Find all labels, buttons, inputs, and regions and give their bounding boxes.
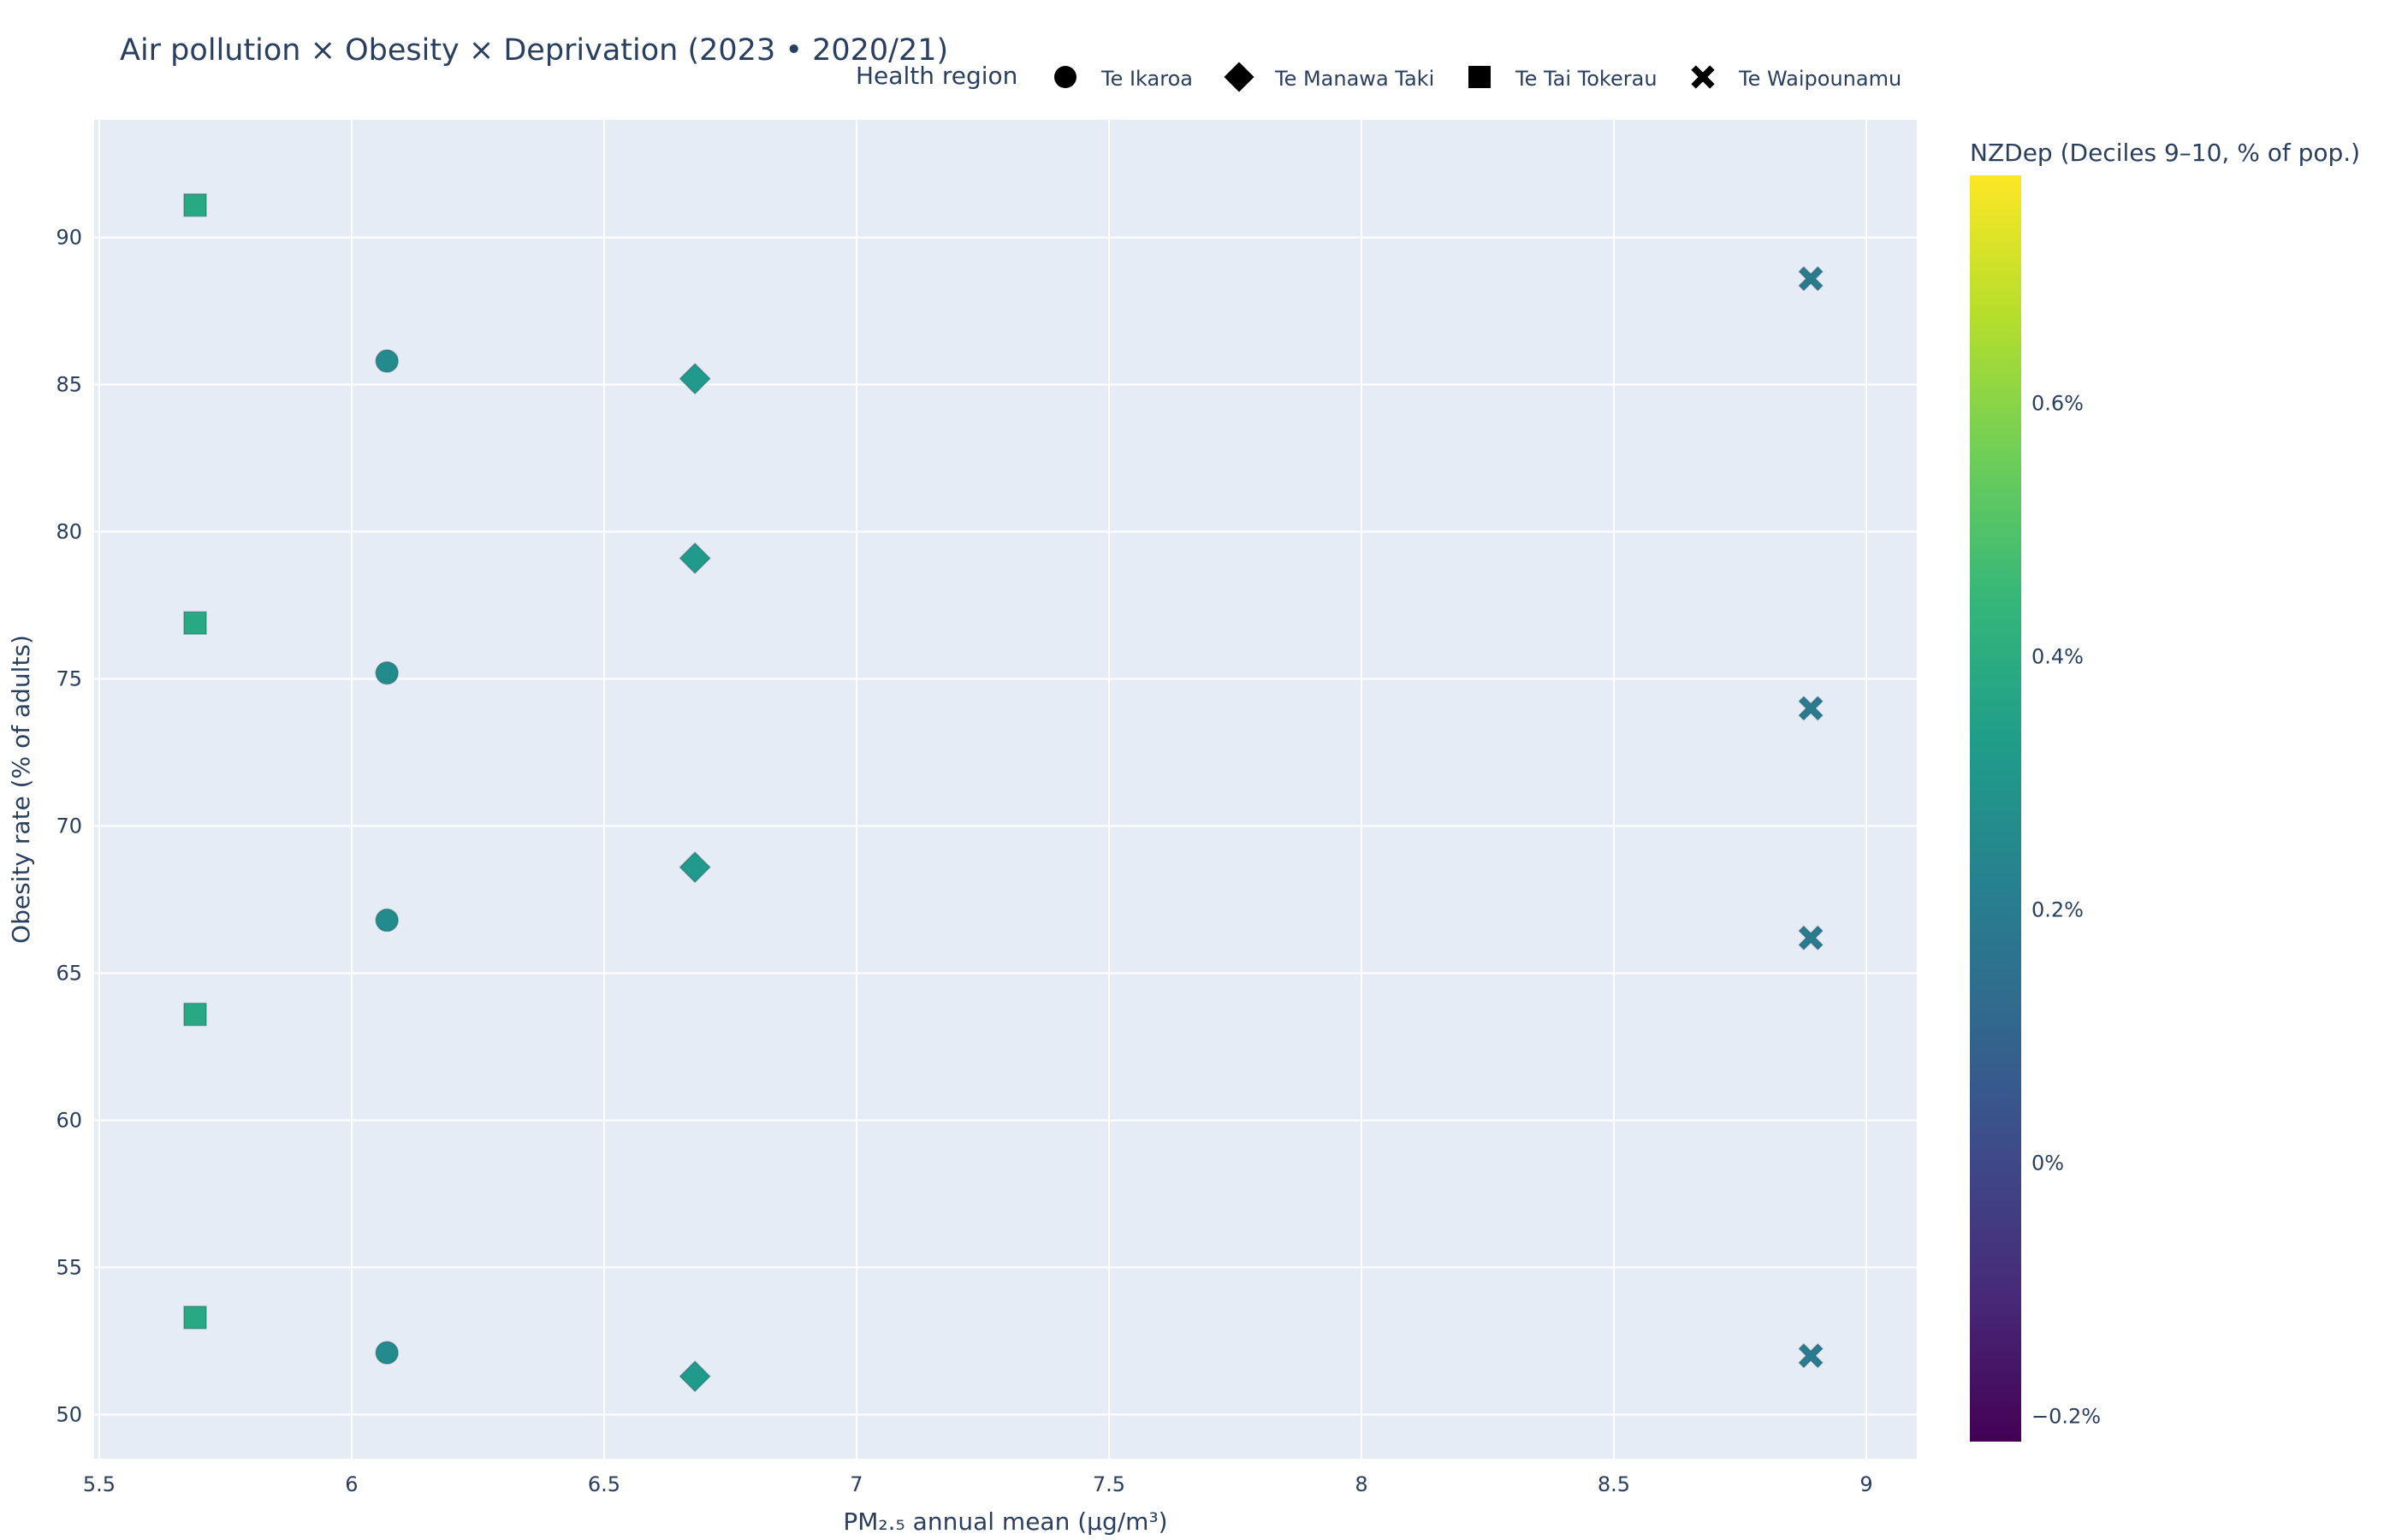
point-te-ikaroa[interactable]: [375, 908, 399, 933]
legend-title: Health region: [856, 62, 1017, 90]
y-tick-label: 70: [56, 814, 82, 838]
point-te-waipounamu[interactable]: [1798, 266, 1824, 292]
x-tick-label: 7: [850, 1472, 863, 1496]
x-tick-label: 7.5: [1093, 1472, 1125, 1496]
point-te-waipounamu[interactable]: [1798, 1342, 1824, 1369]
legend-label: Te Manawa Taki: [1274, 67, 1434, 91]
point-te-manawa-taki[interactable]: [679, 542, 711, 575]
chart-title: Air pollution × Obesity × Deprivation (2…: [120, 33, 948, 68]
legend-item-te-tai-tokerau[interactable]: Te Tai Tokerau: [1468, 66, 1658, 91]
legend-item-te-manawa-taki[interactable]: Te Manawa Taki: [1224, 62, 1434, 92]
point-te-manawa-taki[interactable]: [679, 363, 711, 395]
legend[interactable]: Health region Te Ikaroa Te Manawa Taki Te …: [856, 62, 1901, 92]
legend-circle-icon: [1054, 66, 1076, 88]
colorbar-tick-label: 0%: [2031, 1151, 2064, 1175]
point-te-manawa-taki[interactable]: [679, 1360, 711, 1393]
point-te-tai-tokerau[interactable]: [183, 611, 207, 635]
legend-square-icon: [1468, 66, 1491, 88]
colorbar-tick-label: 0.4%: [2031, 644, 2084, 668]
legend-x-icon: [1691, 65, 1715, 89]
point-te-manawa-taki[interactable]: [679, 851, 711, 884]
colorbar-tick-label: −0.2%: [2031, 1404, 2101, 1428]
x-tick-label: 8: [1355, 1472, 1367, 1496]
legend-label: Te Ikaroa: [1100, 67, 1193, 91]
colorbar-gradient: [1970, 175, 2021, 1442]
colorbar-tick-label: 0.6%: [2031, 391, 2084, 415]
data-points[interactable]: [183, 192, 1824, 1393]
x-tick-label: 6.5: [588, 1472, 620, 1496]
y-tick-label: 55: [56, 1255, 82, 1279]
x-axis-title: PM₂.₅ annual mean (µg/m³): [843, 1507, 1167, 1536]
gridlines: [94, 120, 1917, 1459]
x-tick-label: 8.5: [1598, 1472, 1630, 1496]
point-te-tai-tokerau[interactable]: [183, 1002, 207, 1027]
x-axis-ticks: 5.5 6 6.5 7 7.5 8 8.5 9: [83, 1472, 1873, 1496]
y-axis-ticks: 50 55 60 65 70 75 80 85 90: [56, 226, 82, 1427]
legend-label: Te Tai Tokerau: [1515, 67, 1658, 91]
point-te-waipounamu[interactable]: [1798, 696, 1824, 721]
y-tick-label: 60: [56, 1108, 82, 1132]
point-te-ikaroa[interactable]: [375, 349, 399, 373]
y-tick-label: 50: [56, 1402, 82, 1426]
point-te-waipounamu[interactable]: [1798, 925, 1824, 951]
y-axis-title: Obesity rate (% of adults): [7, 635, 35, 944]
y-tick-label: 75: [56, 667, 82, 691]
y-tick-label: 65: [56, 961, 82, 985]
y-tick-label: 90: [56, 226, 82, 250]
legend-item-te-ikaroa[interactable]: Te Ikaroa: [1054, 66, 1193, 91]
x-tick-label: 5.5: [83, 1472, 116, 1496]
x-tick-label: 6: [345, 1472, 358, 1496]
point-te-tai-tokerau[interactable]: [183, 1306, 207, 1330]
y-tick-label: 85: [56, 373, 82, 397]
legend-item-te-waipounamu[interactable]: Te Waipounamu: [1691, 65, 1901, 91]
legend-diamond-icon: [1224, 62, 1254, 92]
point-te-ikaroa[interactable]: [375, 660, 399, 685]
plot-area: [94, 120, 1917, 1459]
colorbar-tick-label: 0.2%: [2031, 897, 2084, 921]
point-te-ikaroa[interactable]: [375, 1341, 399, 1365]
colorbar-title: NZDep (Deciles 9–10, % of pop.): [1970, 139, 2360, 167]
legend-label: Te Waipounamu: [1738, 67, 1901, 91]
y-tick-label: 80: [56, 520, 82, 544]
colorbar: NZDep (Deciles 9–10, % of pop.) −0.2% 0% 0…: [1970, 139, 2360, 1442]
x-tick-label: 9: [1859, 1472, 1872, 1496]
point-te-tai-tokerau[interactable]: [183, 192, 207, 217]
